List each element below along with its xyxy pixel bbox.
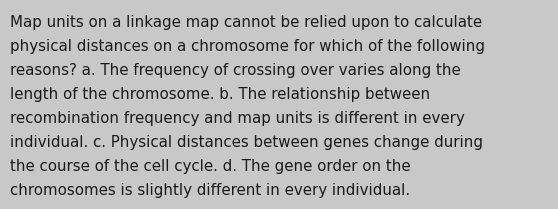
Text: recombination frequency and map units is different in every: recombination frequency and map units is… xyxy=(10,111,465,126)
Text: length of the chromosome. b. The relationship between: length of the chromosome. b. The relatio… xyxy=(10,87,430,102)
Text: chromosomes is slightly different in every individual.: chromosomes is slightly different in eve… xyxy=(10,183,410,198)
Text: the course of the cell cycle. d. The gene order on the: the course of the cell cycle. d. The gen… xyxy=(10,159,411,174)
Text: individual. c. Physical distances between genes change during: individual. c. Physical distances betwee… xyxy=(10,135,483,150)
Text: reasons? a. The frequency of crossing over varies along the: reasons? a. The frequency of crossing ov… xyxy=(10,63,461,78)
Text: Map units on a linkage map cannot be relied upon to calculate: Map units on a linkage map cannot be rel… xyxy=(10,15,482,30)
Text: physical distances on a chromosome for which of the following: physical distances on a chromosome for w… xyxy=(10,39,485,54)
